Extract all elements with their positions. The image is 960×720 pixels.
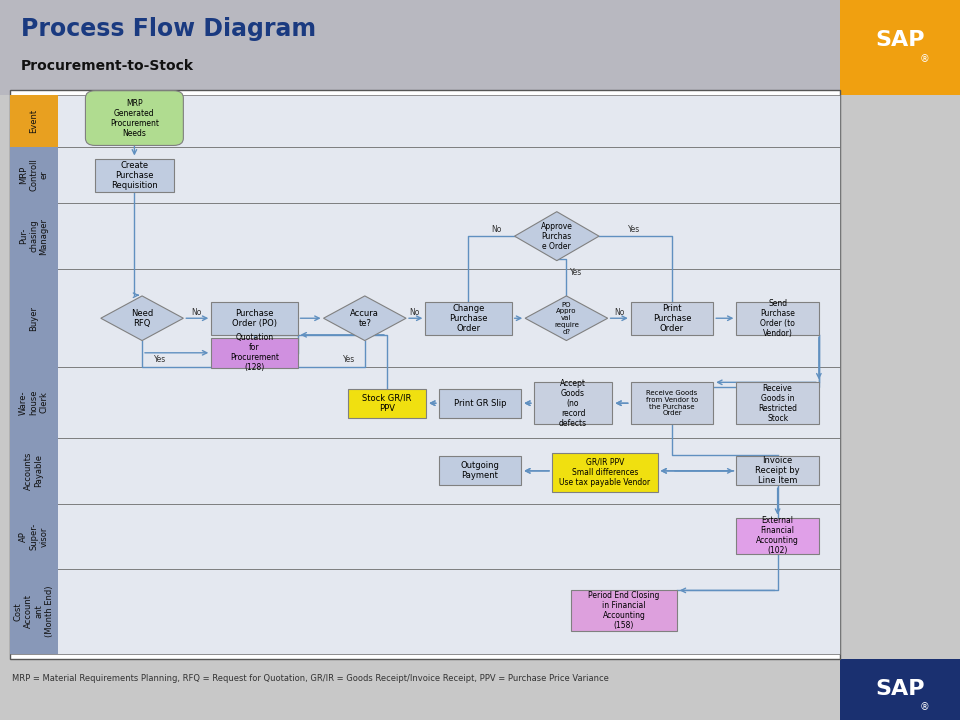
FancyBboxPatch shape bbox=[631, 382, 713, 424]
FancyBboxPatch shape bbox=[10, 504, 58, 569]
FancyBboxPatch shape bbox=[10, 147, 840, 203]
Text: MRP
Controll
er: MRP Controll er bbox=[18, 158, 49, 192]
FancyBboxPatch shape bbox=[10, 90, 840, 659]
FancyBboxPatch shape bbox=[439, 456, 521, 485]
Text: Approve
Purchas
e Order: Approve Purchas e Order bbox=[540, 222, 573, 251]
FancyBboxPatch shape bbox=[534, 382, 612, 424]
Text: Receive Goods
from Vendor to
the Purchase
Order: Receive Goods from Vendor to the Purchas… bbox=[646, 390, 698, 416]
Polygon shape bbox=[515, 212, 599, 261]
FancyBboxPatch shape bbox=[10, 504, 840, 569]
Text: SAP: SAP bbox=[876, 30, 924, 50]
FancyBboxPatch shape bbox=[736, 382, 819, 424]
Text: No: No bbox=[614, 307, 624, 317]
FancyBboxPatch shape bbox=[10, 269, 840, 367]
Text: Event: Event bbox=[29, 109, 38, 133]
FancyBboxPatch shape bbox=[840, 659, 960, 720]
FancyBboxPatch shape bbox=[552, 453, 658, 492]
Text: Cost
Account
ant
(Month End): Cost Account ant (Month End) bbox=[13, 585, 54, 637]
Text: Purchase
Order (PO): Purchase Order (PO) bbox=[232, 309, 276, 328]
Text: Pur-
chasing
Manager: Pur- chasing Manager bbox=[18, 217, 49, 255]
Text: Change
Purchase
Order: Change Purchase Order bbox=[449, 304, 488, 333]
Polygon shape bbox=[525, 296, 608, 341]
FancyBboxPatch shape bbox=[10, 147, 58, 203]
FancyBboxPatch shape bbox=[425, 302, 512, 335]
FancyBboxPatch shape bbox=[85, 91, 183, 145]
Text: Print
Purchase
Order: Print Purchase Order bbox=[653, 304, 691, 333]
FancyBboxPatch shape bbox=[10, 438, 58, 504]
Text: Accura
te?: Accura te? bbox=[350, 309, 379, 328]
Text: Period End Closing
in Financial
Accounting
(158): Period End Closing in Financial Accounti… bbox=[588, 591, 660, 630]
Text: Buyer: Buyer bbox=[29, 306, 38, 330]
Text: Procurement-to-Stock: Procurement-to-Stock bbox=[21, 59, 194, 73]
Text: Yes: Yes bbox=[628, 225, 639, 234]
FancyBboxPatch shape bbox=[10, 367, 840, 438]
Polygon shape bbox=[324, 296, 406, 341]
Text: GR/IR PPV
Small differences
Use tax payable Vendor: GR/IR PPV Small differences Use tax paya… bbox=[560, 458, 650, 487]
Text: Ware-
house
Clerk: Ware- house Clerk bbox=[18, 390, 49, 415]
FancyBboxPatch shape bbox=[10, 95, 58, 147]
FancyBboxPatch shape bbox=[211, 302, 298, 335]
Text: MRP = Material Requirements Planning, RFQ = Request for Quotation, GR/IR = Goods: MRP = Material Requirements Planning, RF… bbox=[12, 674, 609, 683]
Text: MRP
Generated
Procurement
Needs: MRP Generated Procurement Needs bbox=[109, 99, 159, 138]
Text: Create
Purchase
Requisition: Create Purchase Requisition bbox=[111, 161, 157, 190]
FancyBboxPatch shape bbox=[10, 203, 58, 269]
FancyBboxPatch shape bbox=[736, 302, 819, 335]
FancyBboxPatch shape bbox=[348, 389, 426, 418]
FancyBboxPatch shape bbox=[840, 0, 960, 95]
Text: Yes: Yes bbox=[154, 355, 166, 364]
FancyBboxPatch shape bbox=[10, 203, 840, 269]
Text: External
Financial
Accounting
(102): External Financial Accounting (102) bbox=[756, 516, 799, 555]
FancyBboxPatch shape bbox=[211, 338, 298, 368]
Text: No: No bbox=[492, 225, 501, 234]
Text: Receive
Goods in
Restricted
Stock: Receive Goods in Restricted Stock bbox=[758, 384, 797, 423]
FancyBboxPatch shape bbox=[571, 590, 677, 631]
FancyBboxPatch shape bbox=[10, 269, 58, 367]
Text: SAP: SAP bbox=[876, 679, 924, 699]
Text: ®: ® bbox=[920, 702, 929, 712]
Text: Quotation
for
Procurement
(128): Quotation for Procurement (128) bbox=[229, 333, 279, 372]
Text: Print GR Slip: Print GR Slip bbox=[454, 399, 506, 408]
FancyBboxPatch shape bbox=[10, 569, 840, 654]
Text: Accept
Goods
(no
record
defects: Accept Goods (no record defects bbox=[559, 379, 588, 428]
FancyBboxPatch shape bbox=[10, 438, 840, 504]
Text: Need
RFQ: Need RFQ bbox=[131, 309, 154, 328]
Text: Invoice
Receipt by
Line Item: Invoice Receipt by Line Item bbox=[756, 456, 800, 485]
FancyBboxPatch shape bbox=[736, 518, 819, 554]
Text: Accounts
Payable: Accounts Payable bbox=[24, 451, 43, 490]
FancyBboxPatch shape bbox=[10, 367, 58, 438]
Text: No: No bbox=[192, 307, 202, 317]
Polygon shape bbox=[101, 296, 183, 341]
Text: Outgoing
Payment: Outgoing Payment bbox=[461, 462, 499, 480]
Text: PO
Appro
val
require
d?: PO Appro val require d? bbox=[554, 302, 579, 335]
Text: Yes: Yes bbox=[343, 355, 355, 364]
Text: AP
Super-
visor: AP Super- visor bbox=[18, 523, 49, 550]
FancyBboxPatch shape bbox=[631, 302, 713, 335]
Text: Stock GR/IR
PPV: Stock GR/IR PPV bbox=[362, 394, 412, 413]
Text: Send
Purchase
Order (to
Vendor): Send Purchase Order (to Vendor) bbox=[760, 299, 795, 338]
Text: Yes: Yes bbox=[570, 268, 583, 277]
Text: Process Flow Diagram: Process Flow Diagram bbox=[21, 17, 316, 41]
Text: No: No bbox=[410, 307, 420, 317]
FancyBboxPatch shape bbox=[10, 569, 58, 654]
FancyBboxPatch shape bbox=[10, 95, 840, 147]
FancyBboxPatch shape bbox=[736, 456, 819, 485]
Text: ®: ® bbox=[920, 54, 929, 64]
FancyBboxPatch shape bbox=[95, 159, 174, 192]
FancyBboxPatch shape bbox=[439, 389, 521, 418]
FancyBboxPatch shape bbox=[0, 0, 840, 95]
